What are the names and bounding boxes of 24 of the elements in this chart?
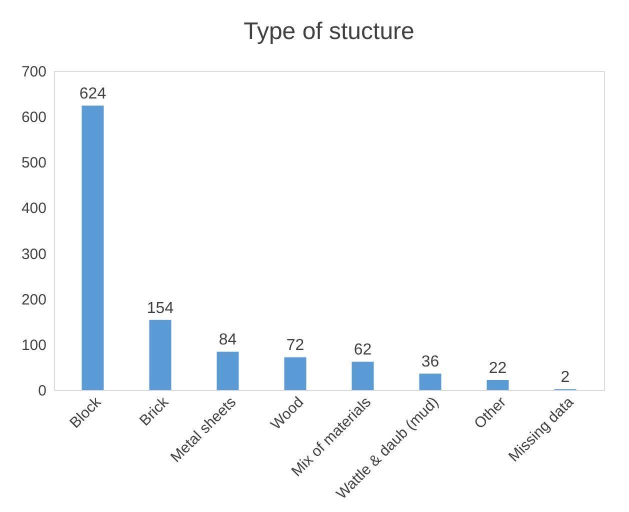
data-label: 154 xyxy=(146,300,174,317)
bar xyxy=(149,320,172,390)
y-tick-label: 100 xyxy=(21,336,46,354)
y-tick-label: 0 xyxy=(38,382,46,400)
y-tick-label: 700 xyxy=(21,64,46,80)
y-tick-label: 400 xyxy=(21,200,46,218)
bar xyxy=(284,357,306,390)
bar xyxy=(419,374,442,390)
bar xyxy=(216,352,239,390)
data-label: 2 xyxy=(560,369,570,386)
data-label: 624 xyxy=(79,86,106,103)
y-tick-label: 200 xyxy=(21,291,46,308)
data-label: 62 xyxy=(354,342,372,359)
y-tick-label: 500 xyxy=(21,154,46,172)
data-label: 72 xyxy=(286,337,304,354)
data-label: 22 xyxy=(488,360,507,377)
bar xyxy=(352,362,374,390)
chart-title: Type of stucture xyxy=(244,18,414,45)
bar xyxy=(82,106,104,390)
data-label: 84 xyxy=(218,332,237,349)
bar xyxy=(486,380,509,390)
y-tick-label: 300 xyxy=(21,246,46,263)
y-tick-label: 600 xyxy=(21,109,46,126)
data-label: 36 xyxy=(421,354,440,371)
